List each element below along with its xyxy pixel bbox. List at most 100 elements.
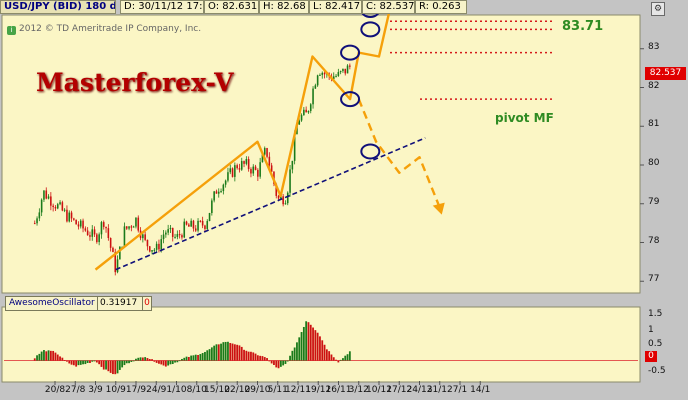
candle-body [349,65,351,67]
candle-body [227,172,229,181]
ao-bar [176,360,179,363]
ao-bar [220,343,222,361]
ao-bar [116,360,119,374]
forecast-zigzag[interactable] [94,5,392,271]
candle-body [66,209,68,222]
candle-body [56,204,59,209]
ao-bar [328,351,331,361]
candle-body [146,239,149,247]
candle-body [167,229,169,233]
ao-bar [112,360,114,375]
ao-bar [316,332,319,361]
candle-body [204,225,206,229]
candle-body [148,246,151,252]
ao-bar [102,360,105,370]
candle-body [319,74,321,76]
candle-body [123,226,126,247]
ao-bar [259,355,262,361]
ao-bar [305,321,308,361]
header-open: O: 82.631 [204,0,259,14]
ao-bar [121,360,124,368]
candle-body [79,220,82,227]
candle-body [231,168,234,177]
price-tick-81: 81 [648,119,660,130]
ao-bar [91,360,94,362]
candle-body [229,168,232,173]
candle-body [125,226,128,229]
candle-body [105,226,107,229]
ao-bar [291,350,294,361]
header-high: H: 82.68 [259,0,309,14]
candle-body [52,205,54,208]
candle-body [75,219,77,225]
oscillator-title[interactable]: AwesomeOscillator [5,296,99,311]
candle-body [119,246,121,260]
ao-bar [105,360,107,370]
ao-bar [33,358,36,361]
oscillator-bars [4,321,638,375]
ao-bar [52,350,55,361]
ao-bar [155,360,158,363]
ao-bar [275,360,278,368]
ao-bar [261,356,264,361]
symbol-box[interactable]: USD/JPY (BID) 180 d 4h [0,0,116,14]
candle-body [206,221,209,229]
candle-body [130,226,133,228]
date-tick-31-12: 31/12 [426,385,453,395]
price-panel[interactable] [1,14,641,294]
forecast-down-path[interactable] [357,98,441,209]
ao-bar [201,353,204,361]
oscillator-panel[interactable] [1,306,641,383]
candle-body [312,88,314,105]
candle-body [280,196,282,199]
ao-bar [236,344,239,361]
candle-body [86,230,89,236]
support-trendline[interactable] [115,137,426,271]
ao-bar [323,344,326,361]
candle-body [155,243,158,250]
date-tick-14-1: 14/1 [470,385,491,395]
candle-body [153,249,156,251]
candle-body [293,134,296,161]
candle-body [192,220,195,229]
price-tick-79: 79 [648,196,660,207]
candle-body [208,213,211,222]
candle-body [344,68,347,74]
candle-body [98,234,100,243]
ao-bar [240,346,243,361]
ao-bar [66,360,68,362]
ao-bar [84,360,87,365]
ao-bar [162,360,165,366]
candle-body [259,162,261,177]
oscillator-zero-tag: 0 [645,351,657,362]
candle-body [201,220,204,226]
last-price-tag: 82.537 [645,67,686,80]
ao-bar [137,357,140,361]
ao-bar [282,360,285,366]
candle-body [116,259,119,273]
candle-body [284,203,287,205]
ao-bar [302,326,305,361]
ao-bar [254,353,257,361]
settings-icon[interactable]: ⚙ [651,2,665,16]
candle-body [100,222,103,235]
ao-bar [174,360,176,363]
candle-body [151,250,153,252]
ao-bar [284,360,287,364]
ao-bar [135,358,137,361]
candle-body [316,75,319,86]
candle-body [160,239,163,250]
ao-bar [229,343,232,361]
candle-body [305,109,307,113]
ao-bar [210,347,213,361]
candle-body [194,228,197,231]
candle-body [337,72,340,76]
candle-body [188,224,190,227]
candle-body [38,212,41,219]
oscillator-value: 0.31917 [97,296,143,311]
candle-body [68,212,71,222]
candle-body [50,196,52,206]
candle-body [132,226,135,228]
price-tick-77: 77 [648,274,660,285]
